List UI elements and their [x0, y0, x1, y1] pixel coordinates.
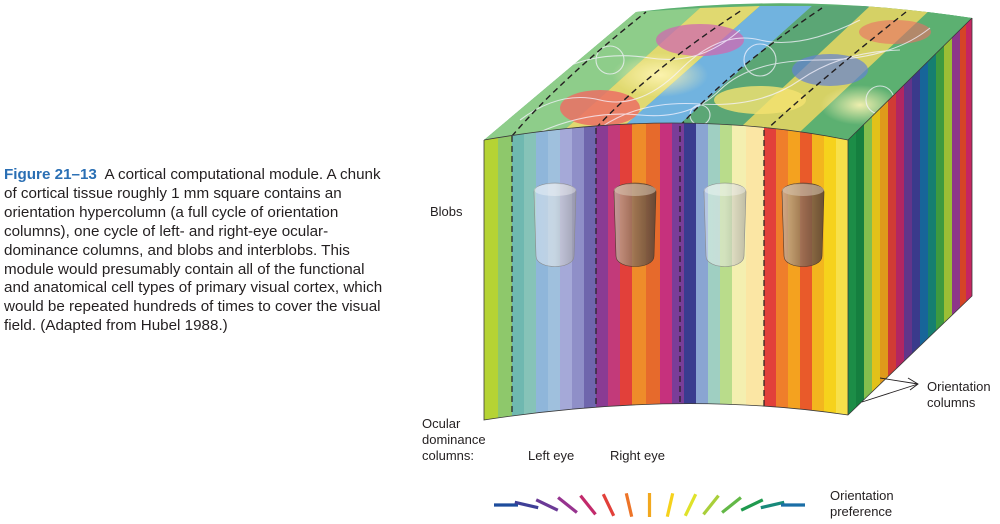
figure-title: A cortical computational module.	[104, 166, 324, 183]
orientation-preference-label: Orientation preference	[830, 488, 894, 519]
right-eye-label: Right eye	[610, 448, 665, 463]
orientation-bar	[721, 496, 742, 514]
orientation-bar	[702, 494, 720, 516]
svg-text:Orientation: Orientation	[830, 488, 894, 503]
orientation-bar	[683, 493, 698, 517]
blob-right-1	[613, 182, 657, 267]
orientation-bar	[601, 493, 616, 517]
orientation-bar	[579, 494, 597, 516]
svg-text:preference: preference	[830, 504, 892, 519]
cube-outline	[483, 17, 973, 421]
orientation-bar	[557, 496, 578, 514]
orientation-bar	[760, 500, 785, 510]
figure-caption: Figure 21–13 A cortical computational mo…	[4, 166, 388, 336]
left-eye-label: Left eye	[528, 448, 574, 463]
orientation-preference-key	[494, 492, 805, 518]
blobs-label: Blobs	[430, 204, 463, 219]
orientation-bar	[514, 500, 539, 510]
ocular-dominance-label: Ocular dominance columns:	[422, 416, 486, 463]
orientation-columns-label: Orientation columns	[927, 379, 991, 410]
svg-text:Ocular: Ocular	[422, 416, 461, 431]
svg-text:columns:: columns:	[422, 448, 474, 463]
blob-columns	[533, 182, 825, 267]
blob-left-1	[533, 182, 577, 267]
svg-text:columns: columns	[927, 395, 976, 410]
figure-number: Figure 21–13	[4, 166, 97, 183]
blob-right-2	[781, 182, 825, 267]
orientation-bar	[624, 492, 634, 518]
orientation-columns-pointer	[861, 377, 919, 403]
orientation-bar	[665, 492, 675, 518]
caption-body: A chunk of cortical tissue roughly 1 mm …	[4, 166, 383, 335]
orientation-bar	[535, 498, 559, 512]
svg-text:dominance: dominance	[422, 432, 486, 447]
svg-text:Orientation: Orientation	[927, 379, 991, 394]
orientation-bar	[740, 498, 764, 512]
blob-left-2	[703, 182, 747, 267]
